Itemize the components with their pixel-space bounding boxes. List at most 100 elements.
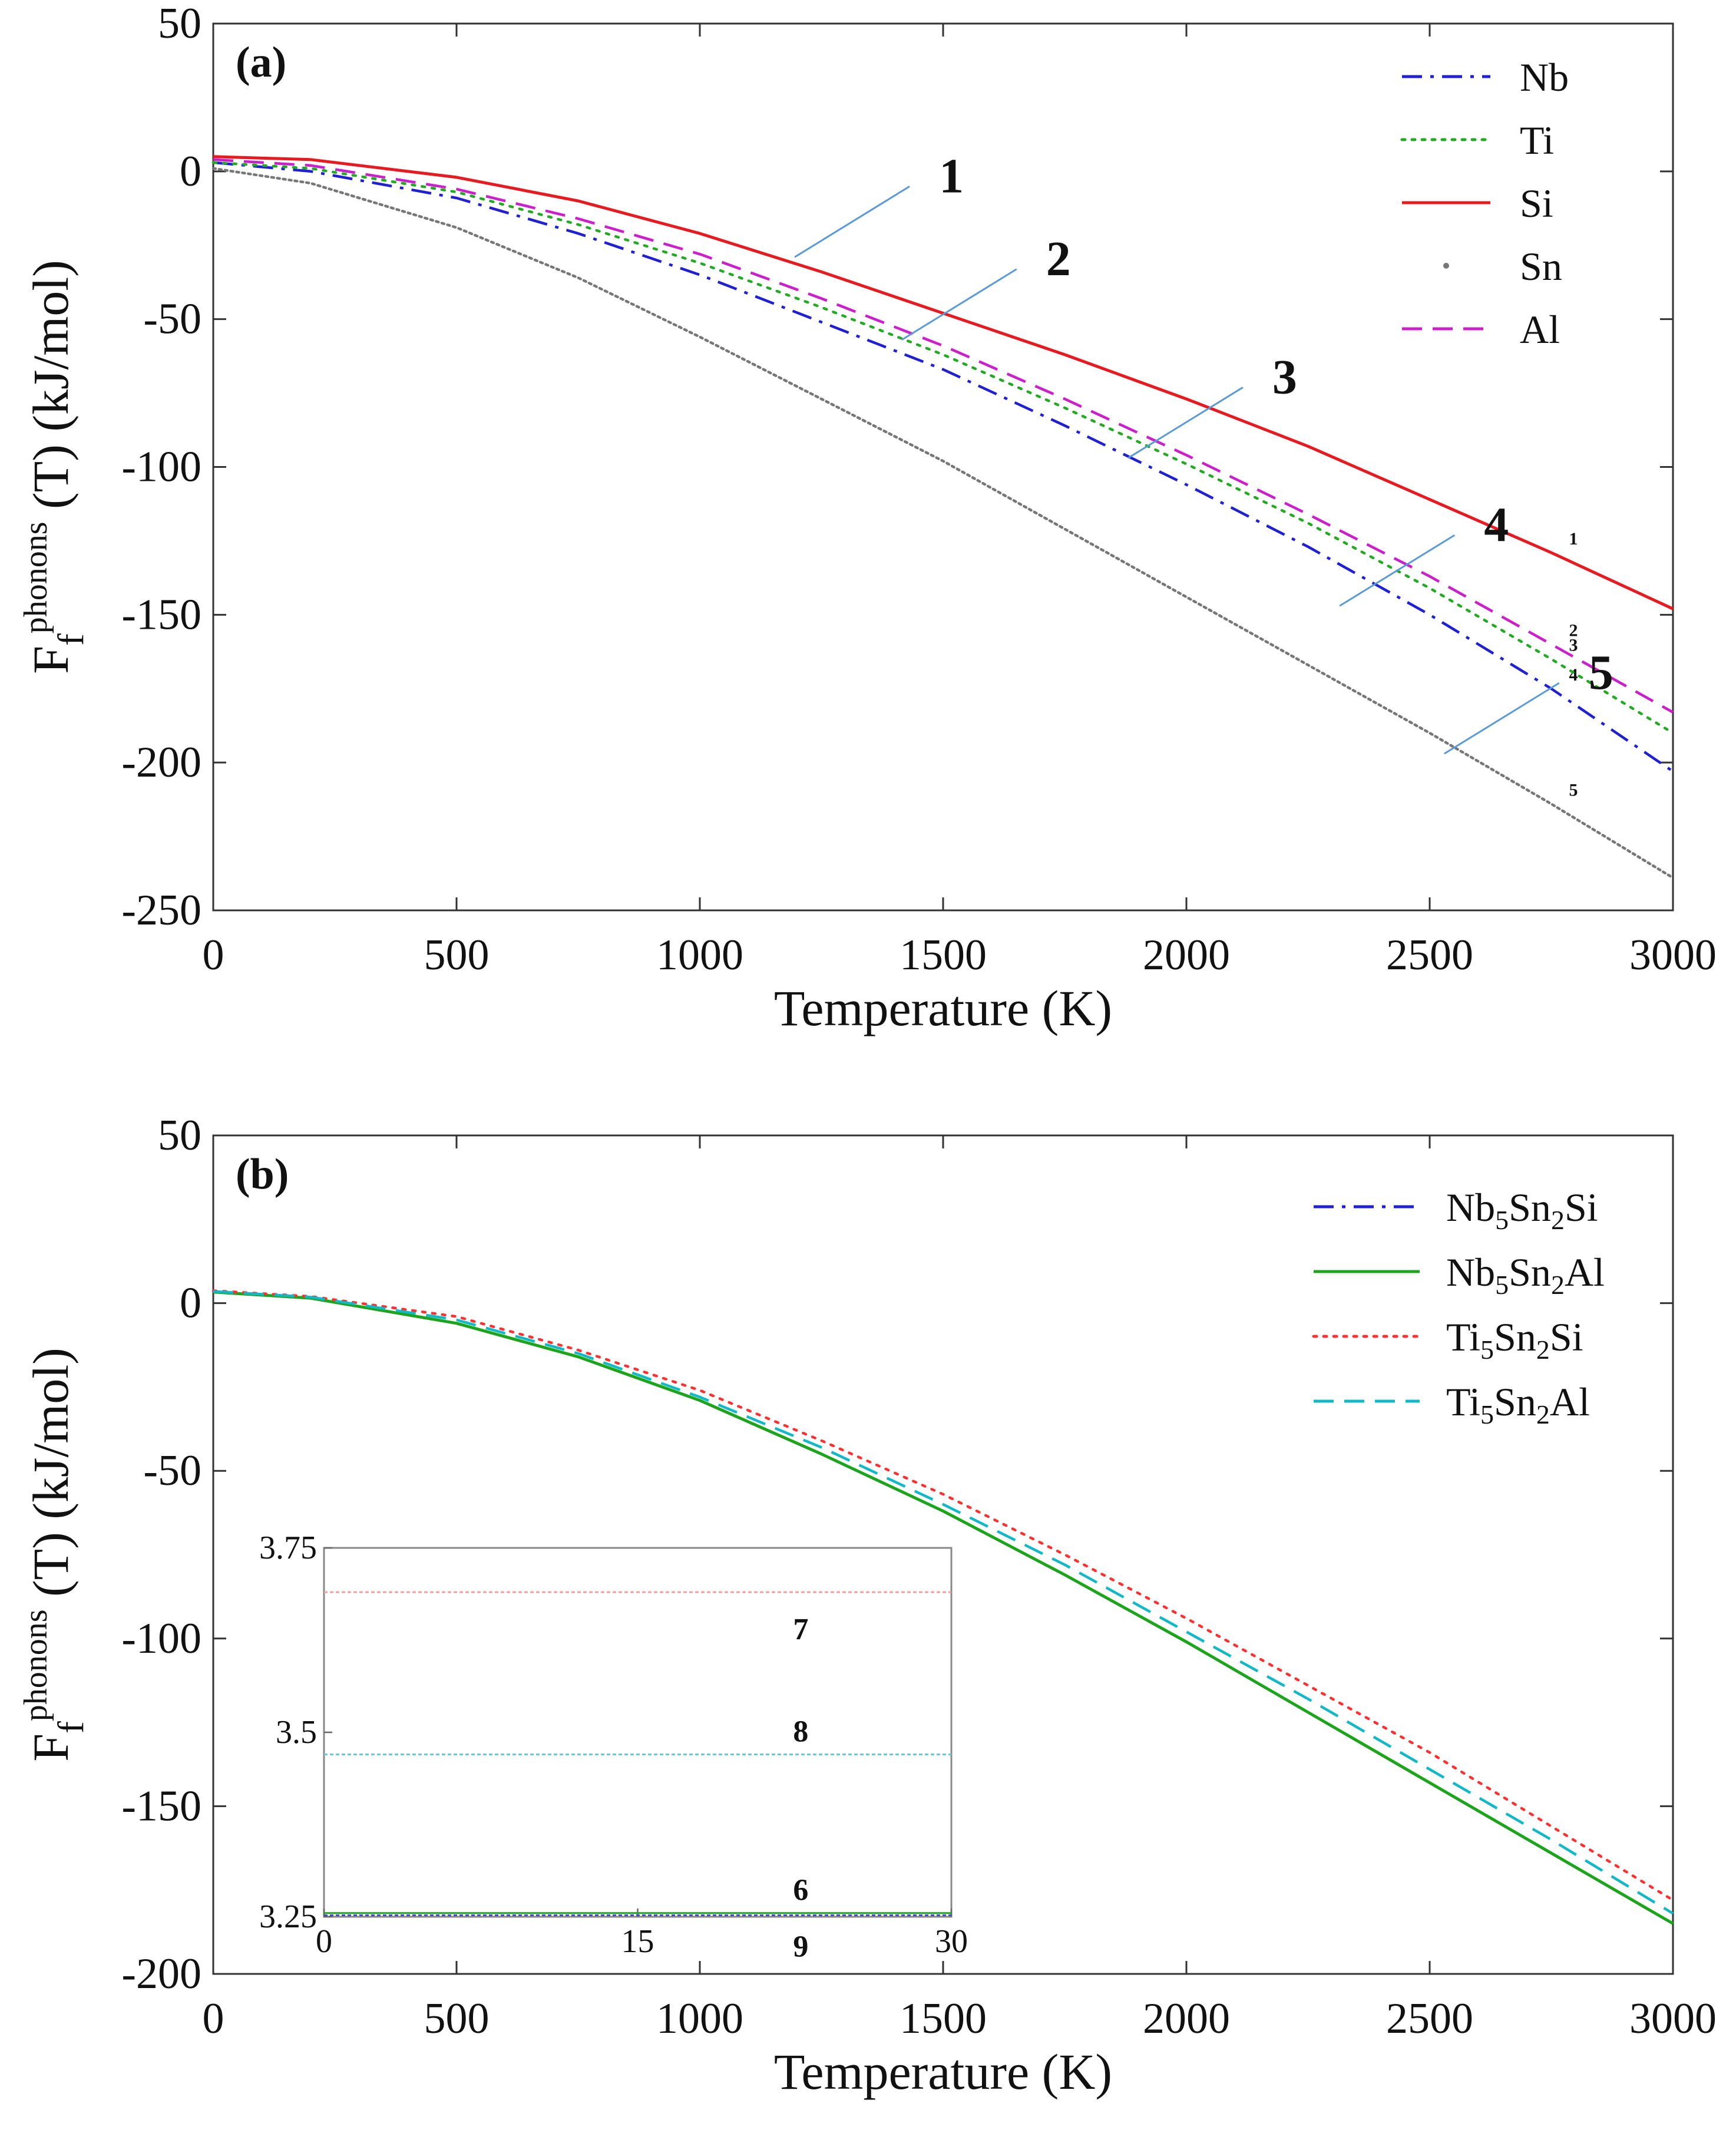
curve-end-label-ti: 3: [1569, 636, 1578, 655]
series-line-nb5sn2al: [213, 1290, 1674, 1925]
legend-subscript: 2: [1536, 1399, 1550, 1429]
inset-y-tick-label: 3.75: [259, 1530, 317, 1566]
y-tick-label: -150: [121, 1782, 201, 1830]
legend-swatch-sn: [1443, 263, 1449, 269]
legend-label-nb: Nb: [1520, 55, 1569, 100]
x-tick-label: 1500: [900, 1995, 987, 2043]
legend-label-ti5sn2si: Ti5Sn2Si: [1446, 1315, 1583, 1365]
chart-panel-a: 0 500 1000 1500 2000 2500 3000500-50-100-150-2…: [18, 0, 1717, 1036]
y-tick-label: 50: [158, 1111, 201, 1160]
y-tick-label: -100: [121, 1614, 201, 1663]
legend-text-part: Nb: [1446, 1185, 1495, 1230]
x-tick-label: 2000: [1143, 931, 1230, 979]
y-tick-label: -50: [143, 295, 201, 344]
callout-label-2: 2: [1046, 232, 1071, 286]
x-tick-label: 1000: [656, 1995, 743, 2043]
series-line-nb: [213, 161, 1674, 773]
legend-text-part: Si: [1550, 1315, 1583, 1359]
inset-line-label-7: 7: [793, 1613, 808, 1646]
legend-subscript: 5: [1495, 1270, 1509, 1300]
legend-text-part: Al: [1565, 1250, 1605, 1295]
legend-label-al: Al: [1520, 307, 1560, 352]
y-axis-title-sub: f: [51, 633, 91, 646]
x-tick-label: 500: [424, 1995, 490, 2043]
y-tick-label: -200: [121, 1950, 201, 1998]
legend-label-ti: Ti: [1520, 118, 1554, 163]
legend-label-ti5sn2al: Ti5Sn2Al: [1446, 1379, 1590, 1429]
legend-text-part: Sn: [1494, 1379, 1536, 1424]
y-axis-title-main: F: [22, 1734, 79, 1762]
inset-line-label-9: 9: [793, 1930, 808, 1963]
legend-subscript: 5: [1495, 1205, 1509, 1235]
legend-subscript: 5: [1480, 1335, 1494, 1365]
legend-label-nb5sn2al: Nb5Sn2Al: [1446, 1250, 1605, 1300]
y-tick-label: 0: [180, 1279, 201, 1328]
legend-text-part: Ti: [1446, 1315, 1480, 1359]
callout-leader-1: [794, 186, 910, 258]
legend-label-sn: Sn: [1520, 244, 1562, 289]
callout-leader-3: [1127, 387, 1244, 459]
series-line-ti5sn2al: [213, 1290, 1674, 1915]
x-tick-label: 3000: [1629, 931, 1717, 979]
x-tick-label: 1500: [900, 931, 987, 979]
legend-label-si: Si: [1520, 181, 1553, 226]
y-tick-label: -250: [121, 886, 201, 935]
legend-text-part: Al: [1550, 1379, 1590, 1424]
x-tick-label: 3000: [1629, 1995, 1717, 2043]
callout-label-3: 3: [1272, 349, 1297, 404]
y-axis-title-tail: (T) (kJ/mol): [22, 260, 79, 521]
y-axis-title-sup: phonons: [18, 521, 54, 633]
curve-end-label-sn: 5: [1569, 780, 1578, 800]
x-axis-title: Temperature (K): [774, 980, 1112, 1036]
inset-x-tick-label: 0: [316, 1923, 332, 1960]
inset-x-tick-label: 30: [935, 1923, 968, 1960]
legend-text-part: Ti: [1446, 1379, 1480, 1424]
y-axis-title-main: F: [22, 646, 79, 674]
y-tick-label: 50: [158, 0, 201, 48]
y-tick-label: -150: [121, 590, 201, 639]
y-tick-label: -100: [121, 443, 201, 491]
x-tick-label: 2500: [1386, 1995, 1473, 2043]
legend-text-part: Sn: [1509, 1185, 1551, 1230]
legend-subscript: 2: [1551, 1270, 1565, 1300]
y-axis-title-tail: (T) (kJ/mol): [22, 1348, 79, 1609]
legend-text-part: Sn: [1494, 1315, 1536, 1359]
panel-label: (b): [236, 1150, 289, 1198]
series-line-ti5sn2si: [211, 1289, 1675, 1902]
x-tick-label: 2500: [1386, 931, 1473, 979]
inset-x-tick-label: 15: [621, 1923, 654, 1960]
x-axis-title: Temperature (K): [774, 2043, 1112, 2100]
series-line-sn: [211, 167, 1675, 880]
inset-line-label-8: 8: [793, 1715, 808, 1749]
callout-label-4: 4: [1484, 497, 1509, 552]
inset-frame: [323, 1547, 953, 1918]
y-axis-title: Ffphonons (T) (kJ/mol): [18, 260, 91, 674]
x-tick-label: 500: [424, 931, 490, 979]
callout-leader-2: [901, 268, 1017, 341]
y-tick-label: -50: [143, 1447, 201, 1495]
callout-leader-4: [1339, 534, 1455, 607]
curve-end-label-nb: 4: [1569, 665, 1578, 685]
series-line-ti: [211, 161, 1675, 735]
panel-label: (a): [236, 38, 286, 87]
y-axis-title-sup: phonons: [18, 1609, 54, 1721]
legend-subscript: 2: [1551, 1205, 1565, 1235]
x-tick-label: 2000: [1143, 1995, 1230, 2043]
series-line-si: [213, 155, 1674, 610]
x-tick-label: 1000: [656, 931, 743, 979]
y-axis-title-sub: f: [51, 1721, 91, 1734]
series-line-al: [213, 158, 1674, 714]
callout-label-5: 5: [1589, 645, 1613, 700]
callout-leader-5: [1443, 682, 1560, 755]
chart-panel-b: 0 500 1000 1500 2000 2500 3000500-50-100-150-2…: [18, 1111, 1717, 2100]
legend-label-nb5sn2si: Nb5Sn2Si: [1446, 1185, 1598, 1235]
inset-line-label-6: 6: [793, 1874, 808, 1907]
y-tick-label: 0: [180, 147, 201, 196]
legend-text-part: Nb: [1446, 1250, 1495, 1295]
callout-label-1: 1: [939, 148, 964, 203]
x-tick-label: 0: [203, 1995, 224, 2043]
legend-subscript: 5: [1480, 1399, 1494, 1429]
legend-text-part: Sn: [1509, 1250, 1551, 1295]
y-tick-label: -200: [121, 738, 201, 787]
inset-y-tick-label: 3.5: [276, 1714, 317, 1751]
